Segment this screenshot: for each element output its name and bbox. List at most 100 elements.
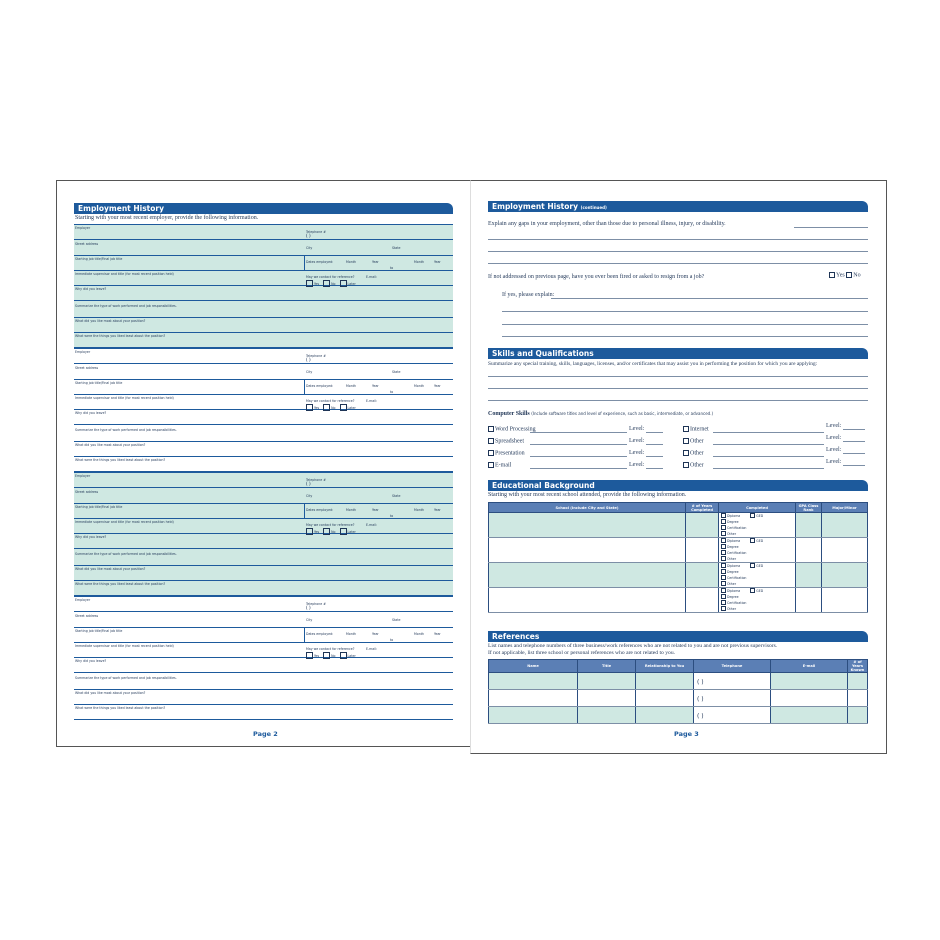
skill-title-field[interactable] <box>713 468 824 469</box>
reference-cell[interactable] <box>770 706 848 724</box>
option-checkbox[interactable] <box>721 519 726 524</box>
employer-field[interactable] <box>74 611 453 612</box>
skill-title-field[interactable] <box>713 432 824 433</box>
skill-checkbox[interactable] <box>683 462 689 468</box>
major-cell[interactable] <box>821 587 868 613</box>
explain-line[interactable] <box>502 324 868 325</box>
liked-most-field[interactable] <box>74 580 453 581</box>
supervisor-field[interactable] <box>74 285 453 286</box>
liked-least-field[interactable] <box>74 595 453 596</box>
reference-cell[interactable] <box>770 689 848 707</box>
summarize-field[interactable] <box>74 317 453 318</box>
later-checkbox[interactable] <box>339 404 347 411</box>
option-checkbox[interactable] <box>721 569 726 574</box>
job-title-field[interactable] <box>74 394 453 395</box>
job-title-field[interactable] <box>74 642 453 643</box>
option-checkbox[interactable] <box>721 525 726 530</box>
why-leave-field[interactable] <box>74 548 453 549</box>
reference-cell[interactable] <box>635 706 694 724</box>
liked-most-field[interactable] <box>74 332 453 333</box>
job-title-field[interactable] <box>74 270 453 271</box>
skill-title-field[interactable] <box>713 444 824 445</box>
option-checkbox[interactable] <box>721 588 726 593</box>
option-checkbox[interactable] <box>721 538 726 543</box>
reference-cell[interactable]: ( ) <box>693 689 771 707</box>
level-field[interactable] <box>843 441 865 442</box>
gpa-cell[interactable] <box>795 512 822 538</box>
reference-cell[interactable] <box>577 689 636 707</box>
street-field[interactable] <box>74 255 453 256</box>
skill-checkbox[interactable] <box>683 450 689 456</box>
supervisor-field[interactable] <box>74 533 453 534</box>
gaps-answer-line[interactable] <box>488 239 868 240</box>
option-checkbox[interactable] <box>721 594 726 599</box>
liked-least-field[interactable] <box>74 471 453 472</box>
yes-checkbox[interactable] <box>829 272 835 278</box>
reference-cell[interactable] <box>488 672 578 690</box>
summarize-field[interactable] <box>74 689 453 690</box>
reference-cell[interactable] <box>847 672 868 690</box>
gpa-cell[interactable] <box>795 587 822 613</box>
level-field[interactable] <box>843 429 865 430</box>
gaps-answer-line[interactable] <box>488 251 868 252</box>
reference-cell[interactable]: ( ) <box>693 672 771 690</box>
no-checkbox[interactable] <box>323 404 331 411</box>
skill-checkbox[interactable] <box>683 426 689 432</box>
reference-cell[interactable] <box>770 672 848 690</box>
street-field[interactable] <box>74 503 453 504</box>
explain-line[interactable] <box>551 298 868 299</box>
school-cell[interactable] <box>488 512 686 538</box>
major-cell[interactable] <box>821 537 868 563</box>
skill-checkbox[interactable] <box>488 462 494 468</box>
why-leave-field[interactable] <box>74 672 453 673</box>
no-checkbox[interactable] <box>323 652 331 659</box>
completed-cell[interactable]: Diploma GED Degree Certification Other <box>718 537 796 563</box>
school-cell[interactable] <box>488 562 686 588</box>
yes-checkbox[interactable] <box>306 652 313 659</box>
option-checkbox[interactable] <box>721 600 726 605</box>
later-checkbox[interactable] <box>339 280 347 287</box>
no-checkbox[interactable] <box>323 528 331 535</box>
liked-most-field[interactable] <box>74 704 453 705</box>
level-field[interactable] <box>646 456 663 457</box>
option-checkbox[interactable] <box>750 538 756 543</box>
option-checkbox[interactable] <box>721 606 726 611</box>
yes-checkbox[interactable] <box>306 280 313 287</box>
reference-cell[interactable] <box>577 706 636 724</box>
school-cell[interactable] <box>488 587 686 613</box>
skill-title-field[interactable] <box>530 456 627 457</box>
skill-title-field[interactable] <box>530 468 627 469</box>
why-leave-field[interactable] <box>74 300 453 301</box>
skill-checkbox[interactable] <box>488 426 494 432</box>
gpa-cell[interactable] <box>795 562 822 588</box>
level-field[interactable] <box>646 432 663 433</box>
job-title-field[interactable] <box>74 518 453 519</box>
school-cell[interactable] <box>488 537 686 563</box>
explain-line[interactable] <box>502 336 868 337</box>
liked-least-field[interactable] <box>74 347 453 348</box>
why-leave-field[interactable] <box>74 424 453 425</box>
employer-field[interactable] <box>74 239 453 240</box>
explain-line[interactable] <box>502 311 868 312</box>
level-field[interactable] <box>646 444 663 445</box>
years-cell[interactable] <box>685 562 719 588</box>
completed-cell[interactable]: Diploma GED Degree Certification Other <box>718 512 796 538</box>
years-cell[interactable] <box>685 537 719 563</box>
supervisor-field[interactable] <box>74 657 453 658</box>
reference-cell[interactable] <box>847 706 868 724</box>
reference-cell[interactable] <box>488 689 578 707</box>
reference-cell[interactable] <box>847 689 868 707</box>
skill-checkbox[interactable] <box>488 450 494 456</box>
option-checkbox[interactable] <box>721 550 726 555</box>
option-checkbox[interactable] <box>721 581 726 586</box>
completed-cell[interactable]: Diploma GED Degree Certification Other <box>718 587 796 613</box>
gpa-cell[interactable] <box>795 537 822 563</box>
later-checkbox[interactable] <box>339 528 347 535</box>
employer-field[interactable] <box>74 487 453 488</box>
option-checkbox[interactable] <box>721 531 726 536</box>
skill-checkbox[interactable] <box>488 438 494 444</box>
years-cell[interactable] <box>685 512 719 538</box>
skill-title-field[interactable] <box>713 456 824 457</box>
skill-title-field[interactable] <box>530 444 627 445</box>
option-checkbox[interactable] <box>750 588 756 593</box>
